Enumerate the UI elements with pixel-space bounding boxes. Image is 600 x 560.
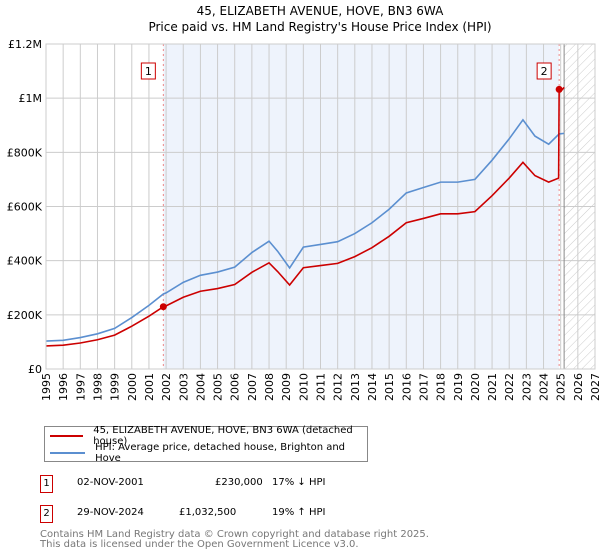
y-tick-label: £1M [19, 92, 43, 105]
x-tick-label: 1998 [91, 373, 104, 401]
x-tick-label: 2010 [297, 373, 310, 401]
x-tick-label: 2024 [538, 373, 551, 401]
sale-price: £230,000 [215, 477, 263, 488]
x-tick-label: 2016 [400, 373, 413, 401]
y-tick-label: £200K [7, 309, 43, 322]
x-tick-label: 2007 [246, 373, 259, 401]
x-tick-label: 2002 [160, 373, 173, 401]
sale-hpi-diff: 19% ↑ HPI [272, 507, 326, 518]
y-tick-label: £1.2M [8, 38, 42, 51]
plot-border [45, 43, 596, 370]
x-tick-label: 2026 [572, 373, 585, 401]
x-tick-label: 2008 [263, 373, 276, 401]
footer-line: This data is licensed under the Open Gov… [40, 539, 359, 550]
x-tick-label: 2018 [435, 373, 448, 401]
x-tick-label: 2009 [280, 373, 293, 401]
sale-marker-badge: 1 [40, 475, 53, 493]
sale-hpi-diff: 17% ↓ HPI [272, 477, 326, 488]
x-tick-label: 2014 [366, 373, 379, 401]
sale-price: £1,032,500 [179, 507, 237, 518]
x-tick-label: 2019 [452, 373, 465, 401]
x-tick-label: 2013 [349, 373, 362, 401]
legend-label: 45, ELIZABETH AVENUE, HOVE, BN3 6WA (det… [93, 425, 353, 447]
hpi-line [45, 118, 565, 342]
sale-row: 1 02-NOV-2001 £230,000 17% ↓ HPI [40, 475, 440, 493]
sale-marker-box [536, 62, 552, 80]
x-tick-label: 1999 [109, 373, 122, 401]
x-tick-label: 1995 [40, 373, 53, 401]
x-tick-label: 2015 [383, 373, 396, 401]
x-tick-label: 2012 [332, 373, 345, 401]
sale-point [159, 303, 167, 311]
x-tick-label: 2011 [315, 373, 328, 401]
x-tick-label: 2006 [229, 373, 242, 401]
x-tick-label: 2003 [177, 373, 190, 401]
y-tick-label: £0 [28, 363, 42, 376]
x-tick-label: 2004 [194, 373, 207, 401]
x-tick-label: 1997 [74, 373, 87, 401]
x-tick-label: 2020 [469, 373, 482, 401]
red-line-swatch [50, 435, 84, 437]
y-tick-label: £400K [7, 255, 43, 268]
sale-marker-box [140, 62, 156, 80]
x-tick-label: 2005 [212, 373, 225, 401]
price-chart: 45, ELIZABETH AVENUE, HOVE, BN3 6WA Pric… [7, 4, 600, 401]
sale-marker-label: 2 [541, 65, 548, 78]
x-tick-label: 1996 [57, 373, 70, 401]
legend-item-hpi: HPI: Average price, detached house, Brig… [45, 442, 367, 464]
x-tick-label: 2025 [555, 373, 568, 401]
sale-marker-badge: 2 [40, 505, 53, 523]
sale-point [555, 85, 563, 93]
legend-label: HPI: Average price, detached house, Brig… [95, 442, 346, 464]
sale-marker-label: 1 [145, 65, 152, 78]
footer: Contains HM Land Registry data © Crown c… [40, 530, 429, 550]
chart-subtitle: Price paid vs. HM Land Registry's House … [148, 20, 491, 34]
x-tick-label: 2001 [143, 373, 156, 401]
sale-row: 2 29-NOV-2024 £1,032,500 19% ↑ HPI [40, 505, 440, 523]
x-tick-label: 2022 [503, 373, 516, 401]
footer-line: Contains HM Land Registry data © Crown c… [40, 529, 429, 540]
sale-date: 02-NOV-2001 [77, 477, 144, 488]
blue-line-swatch [50, 452, 86, 454]
chart-title: 45, ELIZABETH AVENUE, HOVE, BN3 6WA [197, 4, 445, 18]
x-tick-label: 2023 [520, 373, 533, 401]
y-tick-label: £600K [7, 201, 43, 214]
x-tick-label: 2017 [417, 373, 430, 401]
x-tick-label: 2027 [589, 373, 600, 401]
x-tick-label: 2021 [486, 373, 499, 401]
legend-item-property: 45, ELIZABETH AVENUE, HOVE, BN3 6WA (det… [45, 425, 367, 447]
x-tick-label: 2000 [126, 373, 139, 401]
y-tick-label: £800K [7, 146, 43, 159]
property-price-line [45, 86, 565, 347]
sale-date: 29-NOV-2024 [77, 507, 144, 518]
legend: 45, ELIZABETH AVENUE, HOVE, BN3 6WA (det… [44, 425, 368, 464]
